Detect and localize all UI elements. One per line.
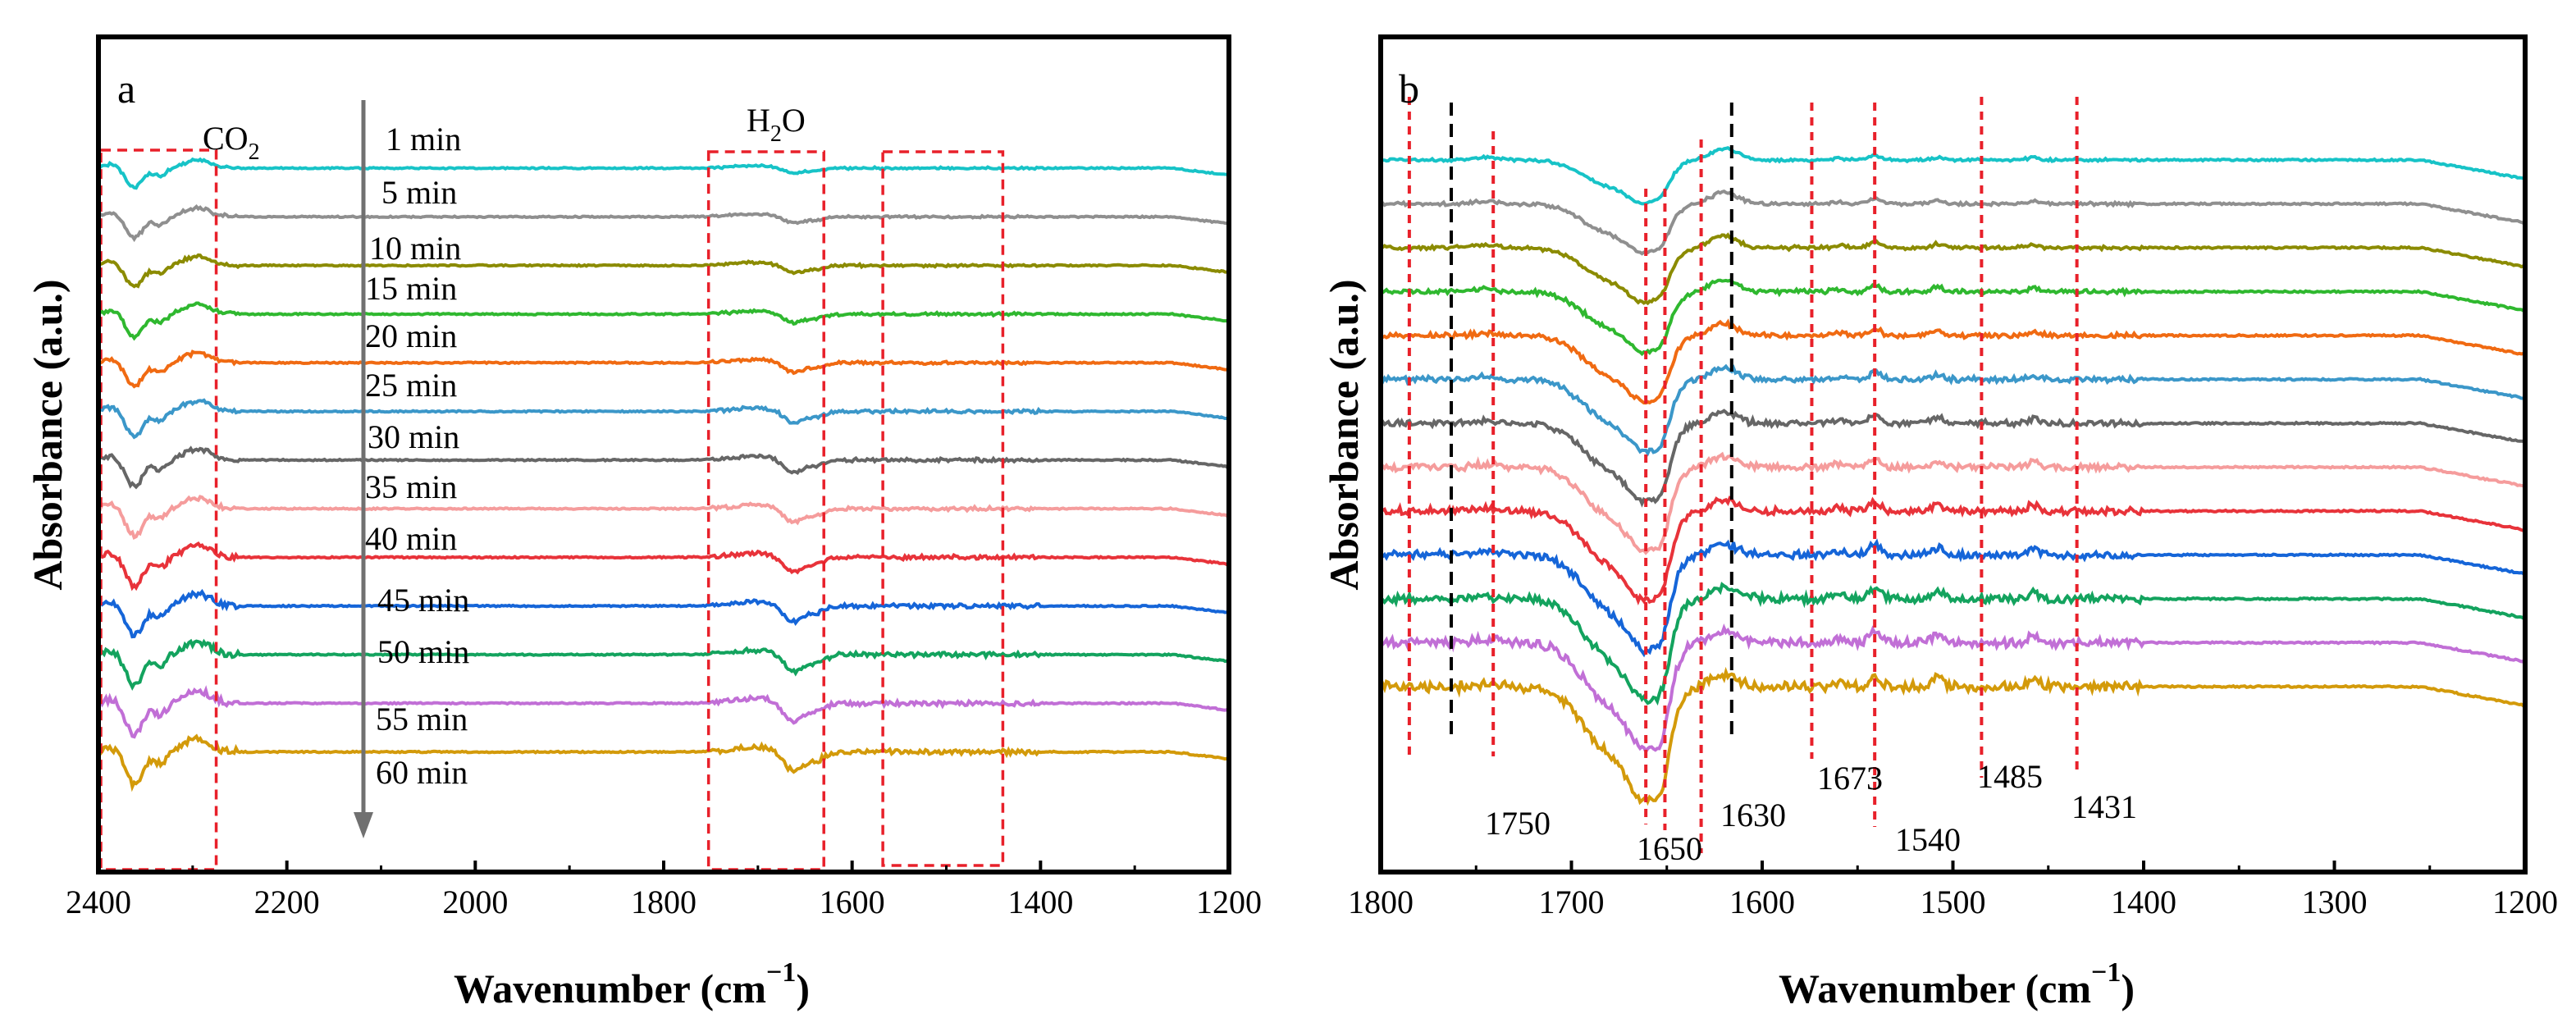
panel-b-x-axis-label: Wavenumber (cm−1): [1779, 957, 2135, 1011]
spectrum-a-line: [97, 301, 1230, 341]
spectrum-a-line: [97, 541, 1230, 591]
spectrum-b-line: [1380, 451, 2526, 555]
panel-a-y-axis-label: Absorbance (a.u.): [25, 279, 71, 590]
h2o-subscript: 2: [770, 121, 782, 147]
spectrum-b-line: [1380, 538, 2526, 658]
h2o-text-o: O: [782, 102, 806, 139]
time-label: 15 min: [365, 270, 457, 307]
panel-a-spectra: [97, 157, 1230, 792]
panel-b-y-axis-label: Absorbance (a.u.): [1321, 279, 1367, 590]
x-tick-label: 1200: [1196, 884, 1262, 920]
spectrum-b-line: [1379, 495, 2525, 606]
panel-a-x-axis-label-sup: −1: [766, 957, 796, 988]
highlight-box: [706, 150, 825, 871]
co2-subscript: 2: [249, 139, 260, 165]
spectrum-a-line: [97, 445, 1230, 490]
x-tick-label: 1200: [2492, 884, 2558, 920]
panel-b: Absorbance (a.u.) b 1750 1650 1630 1673 1540…: [1321, 34, 2558, 1011]
spectrum-b-line: [1380, 278, 2526, 357]
highlight-box: [881, 150, 1005, 867]
peak-label: 1485: [1977, 758, 2043, 795]
panel-b-x-axis-label-sup: −1: [2091, 957, 2121, 988]
peak-label: 1630: [1720, 797, 1786, 833]
x-tick-label: 1700: [1539, 884, 1605, 920]
panel-b-x-ticks: 1800 1700 1600 1500 1400 1300 1200: [1348, 861, 2558, 920]
x-tick-label: 1400: [2111, 884, 2176, 920]
spectrum-b-line: [1379, 623, 2526, 756]
panel-b-x-axis-label-close: ): [2121, 966, 2135, 1011]
spectrum-b-line: [1380, 582, 2526, 706]
x-tick-label: 1800: [1348, 884, 1414, 920]
panel-a-x-axis-label-close: ): [796, 966, 810, 1011]
time-label: 50 min: [377, 633, 469, 670]
spectrum-a-line: [98, 253, 1230, 289]
spectrum-b-line: [1379, 363, 2526, 457]
panel-b-marker-lines: [1407, 97, 2079, 853]
panel-b-spectra: [1379, 146, 2527, 806]
time-label: 20 min: [365, 317, 457, 354]
peak-label: 1750: [1485, 805, 1551, 842]
spectrum-a-line: [97, 495, 1230, 540]
spectrum-b-line: [1380, 232, 2527, 306]
time-label: 30 min: [368, 418, 459, 455]
spectrum-a-line: [98, 157, 1230, 190]
spectrum-b-line: [1380, 146, 2525, 206]
time-label: 55 min: [376, 701, 468, 737]
spectrum-a-line: [98, 733, 1230, 792]
time-label: 10 min: [369, 230, 461, 267]
x-tick-label: 1300: [2302, 884, 2368, 920]
spectrum-a-line: [98, 398, 1230, 440]
x-tick-label: 1600: [820, 884, 885, 920]
time-arrow-head: [354, 812, 373, 838]
spectrum-b-line: [1379, 409, 2526, 508]
peak-label: 1673: [1817, 760, 1883, 797]
panel-a-label: a: [117, 66, 135, 112]
spectrum-b-line: [1379, 666, 2526, 806]
spectrum-b-line: [1380, 318, 2526, 405]
spectrum-a-line: [97, 349, 1230, 389]
spectrum-a-line: [97, 638, 1230, 691]
spectrum-a-line: [97, 588, 1230, 639]
x-tick-label: 1600: [1729, 884, 1795, 920]
x-tick-label: 1500: [1921, 884, 1986, 920]
x-tick-label: 2400: [66, 884, 131, 920]
time-label: 25 min: [365, 367, 457, 404]
peak-label: 1431: [2071, 788, 2137, 825]
panel-a-x-axis-label-main: Wavenumber (cm: [454, 966, 766, 1011]
co2-annotation: CO2: [203, 120, 260, 165]
spectrum-a-line: [97, 685, 1230, 739]
panel-b-peak-labels: 1750 1650 1630 1673 1540 1485 1431: [1485, 758, 2137, 867]
x-tick-label: 1800: [631, 884, 697, 920]
time-label: 60 min: [376, 754, 468, 791]
panel-b-label: b: [1399, 66, 1419, 112]
x-tick-label: 2200: [254, 884, 320, 920]
time-label: 45 min: [377, 582, 469, 619]
time-label: 35 min: [365, 468, 457, 505]
panel-a-x-ticks: 2400 2200 2000 1800 1600 1400 1200: [66, 861, 1262, 920]
x-tick-label: 2000: [442, 884, 508, 920]
panel-a-x-axis-label: Wavenumber (cm−1): [454, 957, 810, 1011]
x-tick-label: 1400: [1007, 884, 1073, 920]
time-label: 5 min: [381, 174, 457, 211]
spectrum-b-line: [1380, 190, 2526, 256]
co2-text: CO: [203, 120, 249, 157]
spectrum-a-line: [97, 203, 1230, 243]
panel-b-x-axis-label-main: Wavenumber (cm: [1779, 966, 2091, 1011]
time-label: 1 min: [386, 121, 461, 158]
h2o-text-h: H: [747, 102, 770, 139]
peak-label: 1540: [1895, 821, 1961, 858]
time-label: 40 min: [365, 520, 457, 557]
panel-a-frame: [96, 34, 1231, 874]
peak-label: 1650: [1637, 830, 1702, 867]
h2o-annotation: H2O: [747, 102, 806, 147]
